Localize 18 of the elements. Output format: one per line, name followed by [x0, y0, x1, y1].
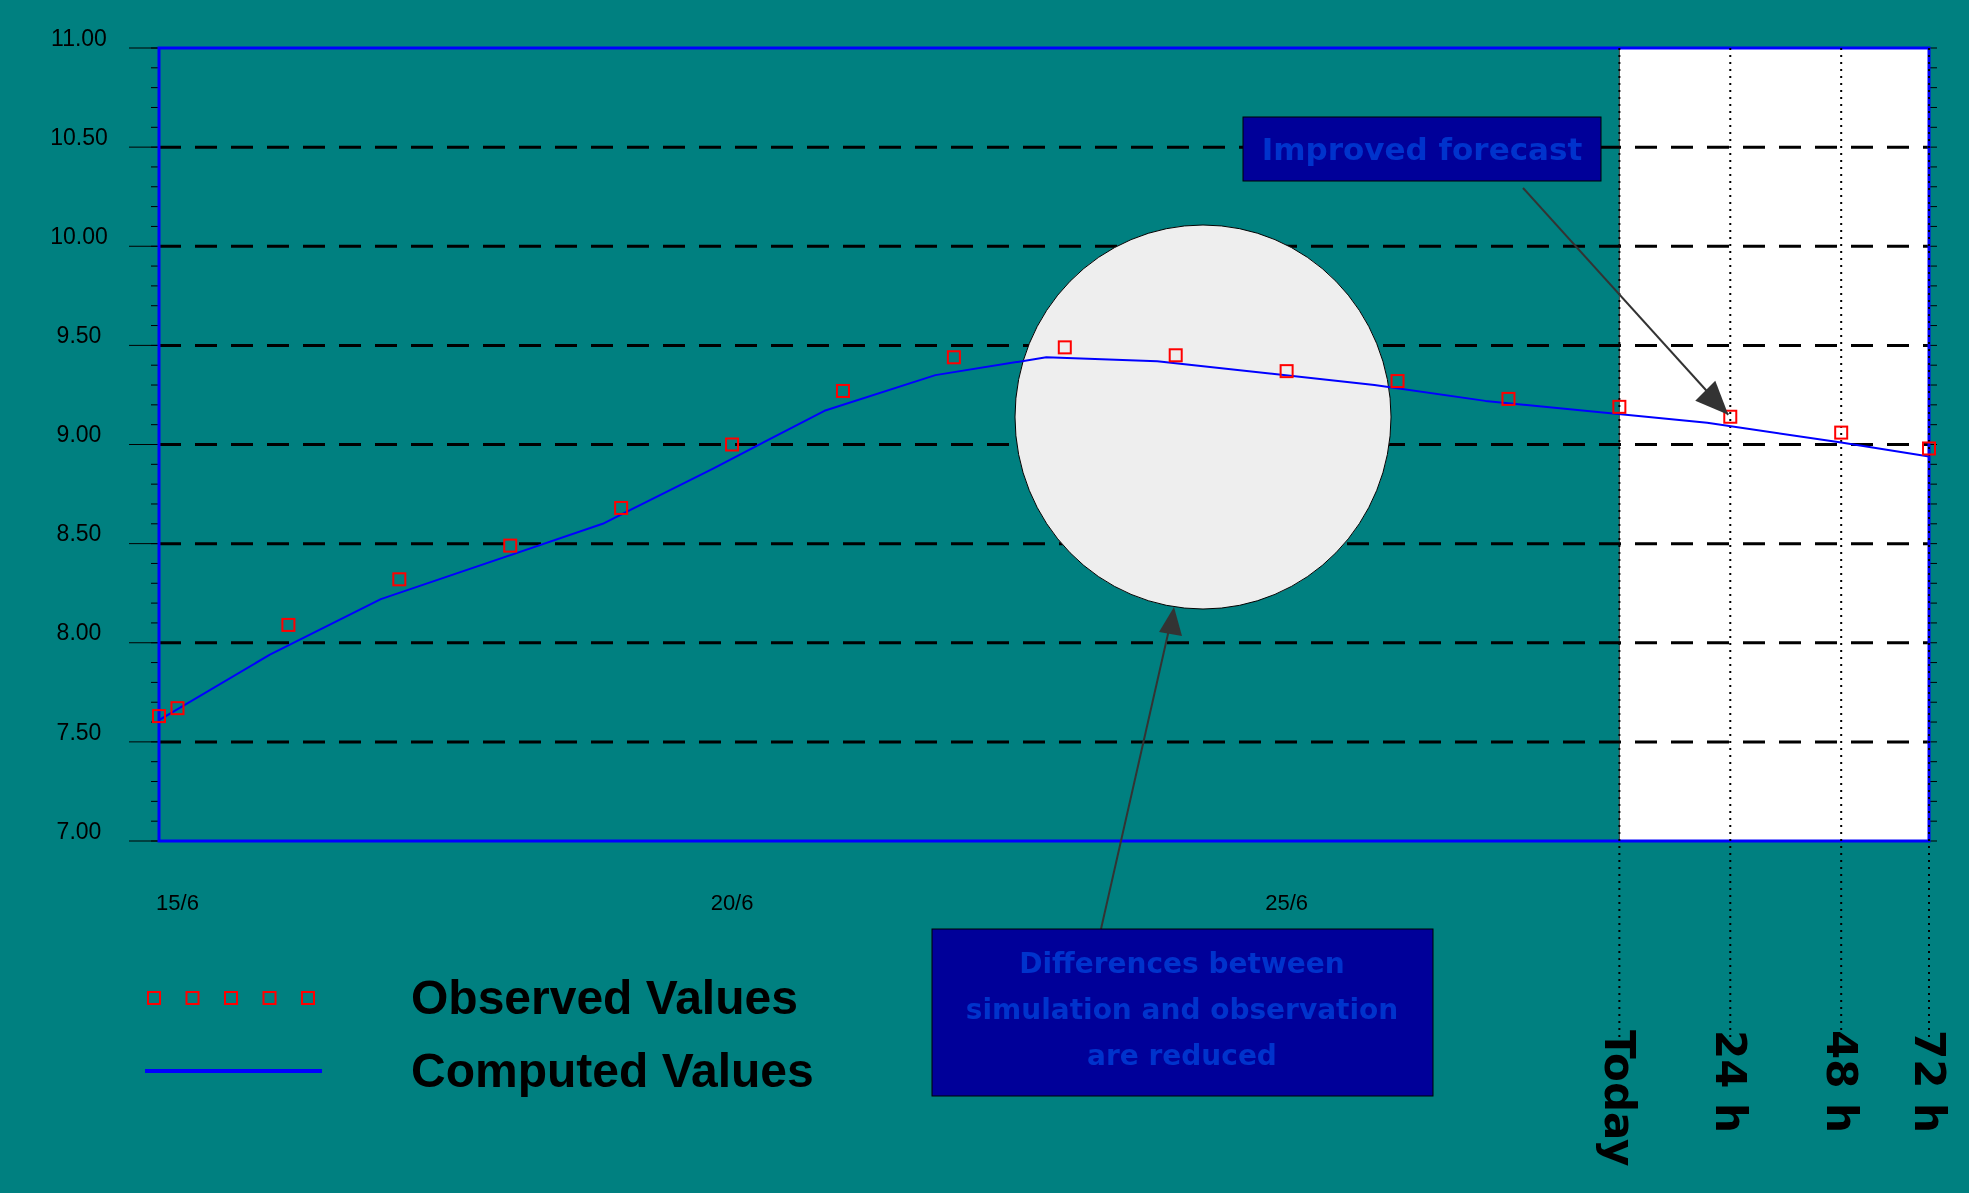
x-tick-label: 25/6: [1265, 890, 1309, 915]
x-tick-label: 15/6: [156, 890, 199, 915]
y-tick-label: 11.00: [51, 24, 107, 51]
y-tick-label: 8.00: [56, 619, 102, 646]
y-tick-label: 7.50: [56, 718, 102, 745]
y-tick-label: 7.00: [56, 817, 102, 844]
y-tick-label: 9.50: [56, 322, 102, 349]
y-tick-label: 10.50: [50, 123, 108, 150]
y-tick-label: 9.00: [56, 421, 102, 448]
ref-line-label: 48 h: [1817, 1030, 1867, 1133]
ref-line-label: 72 h: [1905, 1030, 1954, 1133]
ref-line-label: Today: [1595, 1030, 1645, 1167]
legend-label: Observed Values: [411, 971, 798, 1024]
ref-line-label: 24 h: [1706, 1030, 1756, 1133]
y-tick-label: 8.50: [56, 520, 102, 547]
y-tick-label: 10.00: [50, 222, 108, 249]
legend-label: Computed Values: [411, 1044, 814, 1097]
x-tick-label: 20/6: [710, 890, 754, 915]
